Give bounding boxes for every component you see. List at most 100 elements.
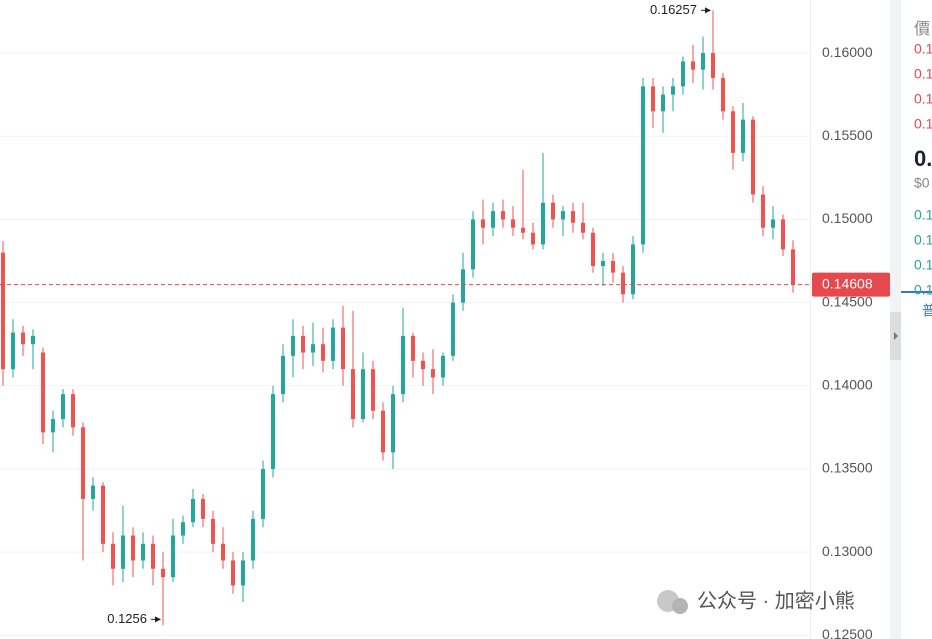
- y-tick-label: 0.15500: [822, 127, 873, 143]
- ob-price: 0.: [914, 146, 932, 171]
- ob-usd: $0: [914, 175, 930, 191]
- candle-body: [201, 498, 205, 519]
- candle-body: [311, 344, 315, 353]
- candle-body: [501, 211, 505, 220]
- ob-bid: 0.1: [914, 232, 932, 248]
- ob-footer[interactable]: 普: [922, 303, 932, 319]
- candle-body: [781, 219, 785, 250]
- candle-body: [211, 518, 215, 544]
- candle-body: [421, 360, 425, 370]
- last-price-box: [812, 272, 890, 297]
- y-tick-label: 0.14000: [822, 376, 873, 392]
- candle-body: [341, 327, 345, 370]
- candle-body: [81, 427, 85, 499]
- candle-body: [571, 211, 575, 223]
- candle-body: [681, 61, 685, 87]
- candle-body: [751, 119, 755, 195]
- candle-body: [121, 535, 125, 569]
- candle-body: [361, 369, 365, 420]
- candle-body: [271, 394, 275, 469]
- candle-body: [441, 355, 445, 378]
- candle-body: [621, 272, 625, 295]
- candle-body: [151, 543, 155, 569]
- candle-body: [741, 119, 745, 153]
- candle-body: [171, 535, 175, 578]
- y-tick-label: 0.14500: [822, 293, 873, 309]
- candle-body: [591, 232, 595, 267]
- candle-body: [181, 522, 185, 536]
- ob-header: 價: [914, 20, 930, 38]
- candle-body: [41, 352, 45, 433]
- candle-body: [691, 61, 695, 70]
- candle-body: [191, 498, 195, 523]
- annotation-label: 0.16257: [650, 2, 697, 17]
- candle-body: [491, 211, 495, 228]
- candle-body: [11, 332, 15, 370]
- candle-body: [411, 335, 415, 361]
- order-book: 價 0. $0 普: [914, 20, 932, 318]
- candle-body: [111, 543, 115, 569]
- candle-body: [451, 302, 455, 356]
- candle-body: [221, 543, 225, 561]
- candle-body: [521, 227, 525, 233]
- candle-body: [71, 394, 75, 428]
- candle-body: [21, 332, 25, 345]
- watermark: 公众号 · 加密小熊: [657, 589, 855, 614]
- candle-body: [791, 249, 795, 285]
- candle-body: [141, 543, 145, 561]
- ob-ask: 0.1: [914, 91, 932, 107]
- ob-bid: 0.1: [914, 257, 932, 273]
- candle-body: [551, 202, 555, 220]
- candle-body: [241, 560, 245, 586]
- candle-body: [651, 86, 655, 112]
- candle-body: [531, 232, 535, 245]
- watermark-icon: [672, 598, 688, 614]
- candle-body: [581, 222, 585, 233]
- candle-body: [101, 485, 105, 544]
- candle-body: [631, 244, 635, 295]
- candle-body: [661, 94, 665, 112]
- candle-body: [1, 252, 5, 370]
- candle-body: [291, 335, 295, 356]
- candle-body: [321, 344, 325, 361]
- candle-body: [641, 86, 645, 245]
- ob-ask: 0.1: [914, 66, 932, 82]
- y-tick-label: 0.13000: [822, 543, 873, 559]
- candle-body: [711, 53, 715, 79]
- ob-bid: 0.1: [914, 282, 932, 298]
- y-tick-label: 0.12500: [822, 626, 873, 639]
- annotation-label: 0.1256: [107, 611, 147, 626]
- candle-body: [561, 211, 565, 220]
- candle-body: [371, 369, 375, 411]
- ob-ask: 0.1: [914, 116, 932, 132]
- candle-body: [31, 335, 35, 345]
- candle-body: [351, 369, 355, 420]
- candle-body: [761, 194, 765, 228]
- candle-body: [611, 261, 615, 273]
- candle-body: [231, 560, 235, 586]
- candle-body: [381, 410, 385, 453]
- candle-body: [331, 327, 335, 361]
- last-price-label: 0.14608: [822, 275, 873, 291]
- candle-body: [51, 419, 55, 433]
- candle-body: [601, 261, 605, 267]
- candle-body: [251, 518, 255, 561]
- candle-body: [401, 335, 405, 395]
- candle-body: [391, 394, 395, 453]
- axis-divider: [810, 0, 811, 639]
- candle-body: [261, 468, 265, 519]
- candle-body: [131, 535, 135, 561]
- candle-body: [731, 111, 735, 153]
- ob-ask: 0.1: [914, 41, 932, 57]
- candle-body: [301, 335, 305, 353]
- candle-body: [671, 86, 675, 95]
- y-tick-label: 0.15000: [822, 210, 873, 226]
- candle-body: [91, 485, 95, 499]
- collapse-icon: [894, 332, 898, 340]
- candle-body: [541, 202, 545, 245]
- candle-body: [281, 355, 285, 395]
- candle-body: [721, 78, 725, 112]
- y-tick-label: 0.16000: [822, 44, 873, 60]
